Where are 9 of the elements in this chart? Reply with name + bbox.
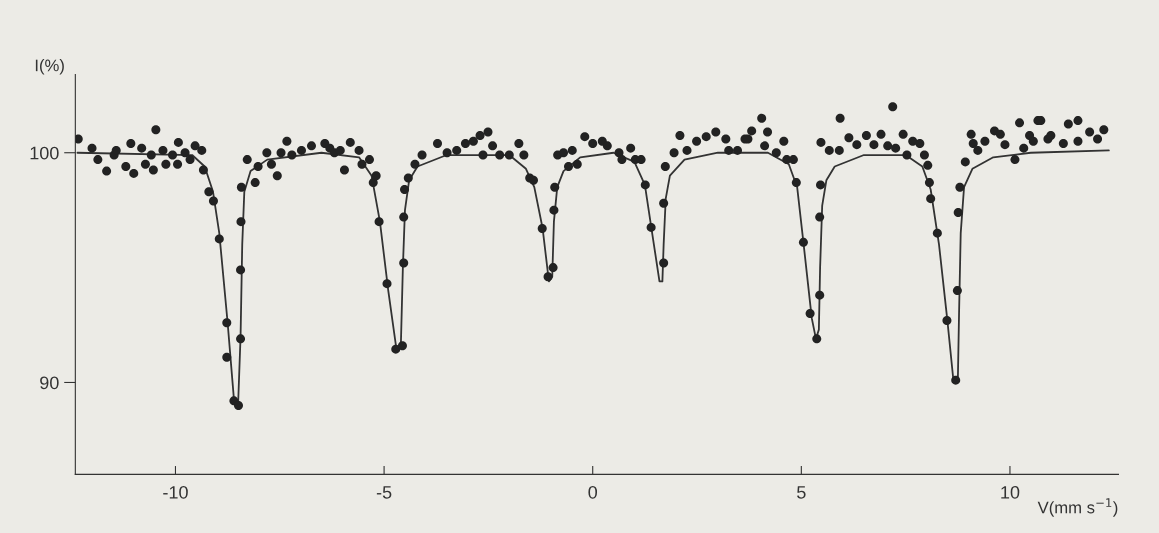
y-axis-title: I(%) (35, 59, 64, 75)
y-tick-label: 100 (30, 146, 59, 160)
y-tick-label: 90 (40, 376, 59, 390)
x-tick-label: -10 (163, 485, 188, 499)
x-tick-label: 10 (1001, 485, 1020, 499)
x-axis-title: V(mm s$^{−1}$) (1037, 498, 1118, 517)
x-tick-label: 0 (588, 485, 598, 499)
x-tick-label: -5 (376, 486, 392, 499)
x-tick-label: 5 (797, 486, 806, 499)
